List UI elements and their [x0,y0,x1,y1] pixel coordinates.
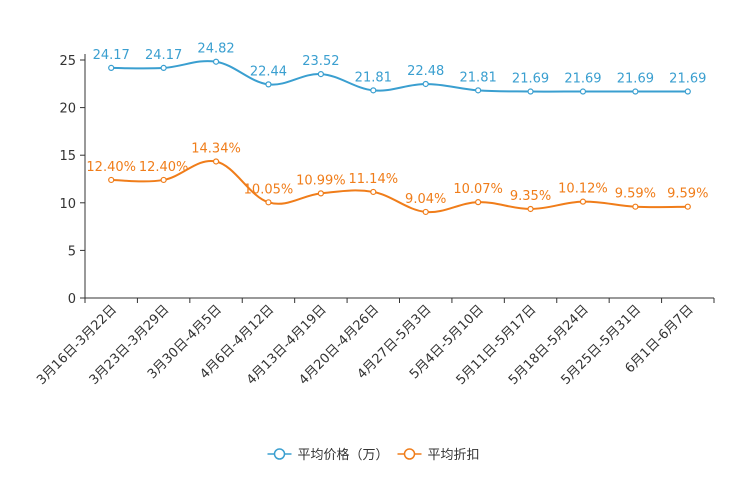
data-label: 21.81 [355,70,392,85]
data-label: 9.35% [510,189,551,204]
y-tick-label: 15 [59,149,76,164]
series-line [111,60,688,93]
data-label: 12.40% [86,160,136,175]
data-point[interactable] [632,88,639,95]
data-label: 21.69 [669,72,706,87]
legend-label: 平均价格（万） [298,447,389,463]
legend-marker-icon [403,448,416,460]
data-label: 24.17 [93,48,130,63]
legend-item[interactable]: 平均折扣 [397,448,480,463]
data-point[interactable] [108,176,115,184]
data-label: 21.69 [512,72,549,87]
data-point[interactable] [422,80,429,88]
data-point[interactable] [108,64,115,72]
data-label: 9.04% [405,192,446,207]
legend[interactable]: 平均价格（万） 平均折扣 [267,447,480,463]
series-layer: 24.17 24.17 24.82 22.44 23.52 21.81 22.48 21.81… [86,42,708,216]
data-point[interactable] [317,190,324,197]
data-label: 21.81 [460,70,497,85]
data-label: 10.07% [453,182,503,197]
data-label: 21.69 [617,72,654,87]
y-tick-label: 0 [68,292,76,307]
legend-label: 平均折扣 [428,448,480,463]
data-point[interactable] [370,188,377,196]
data-point[interactable] [317,70,324,78]
series-2: 12.40% 12.40%14.34%10.05%10.99% 11.14%9.04… [86,141,708,216]
data-point[interactable] [579,198,587,205]
data-point[interactable] [265,81,272,88]
data-label: 21.69 [564,72,601,87]
data-label: 23.52 [302,54,339,69]
data-label: 11.14% [349,172,399,187]
data-point[interactable] [370,87,377,94]
legend-item[interactable]: 平均价格（万） [267,447,389,463]
data-label: 24.82 [197,42,234,57]
y-tick-label: 25 [59,54,76,69]
series-line [111,159,688,214]
series-1: 24.17 24.17 24.82 22.44 23.52 21.81 22.48 21.81… [93,42,706,95]
data-label: 10.99% [296,173,346,188]
data-label: 9.59% [615,187,656,202]
data-point[interactable] [160,64,167,72]
y-tick-label: 10 [59,197,76,212]
y-tick-label: 20 [59,102,76,117]
data-point[interactable] [527,88,534,95]
data-point[interactable] [475,87,482,94]
data-label: 22.48 [407,64,444,79]
data-point[interactable] [265,199,272,206]
axes: 05101520253月16日-3月22日3月23日-3月29日3月30日-4月… [34,54,715,388]
data-point[interactable] [684,88,691,95]
data-point[interactable] [475,199,482,206]
data-point[interactable] [212,58,220,65]
data-label: 24.17 [145,48,182,63]
data-label: 22.44 [250,64,287,79]
data-point[interactable] [422,208,429,216]
data-label: 14.34% [191,141,241,156]
data-point[interactable] [212,158,220,165]
y-tick-label: 5 [68,244,76,259]
data-point[interactable] [579,88,587,95]
data-point[interactable] [632,203,639,210]
data-label: 9.59% [667,187,708,202]
data-point[interactable] [160,176,167,184]
data-point[interactable] [527,205,534,213]
data-point[interactable] [684,203,691,210]
data-label: 10.12% [558,182,608,197]
legend-marker-icon [273,448,286,460]
data-label: 10.05% [244,182,294,197]
data-label: 12.40% [139,160,189,175]
